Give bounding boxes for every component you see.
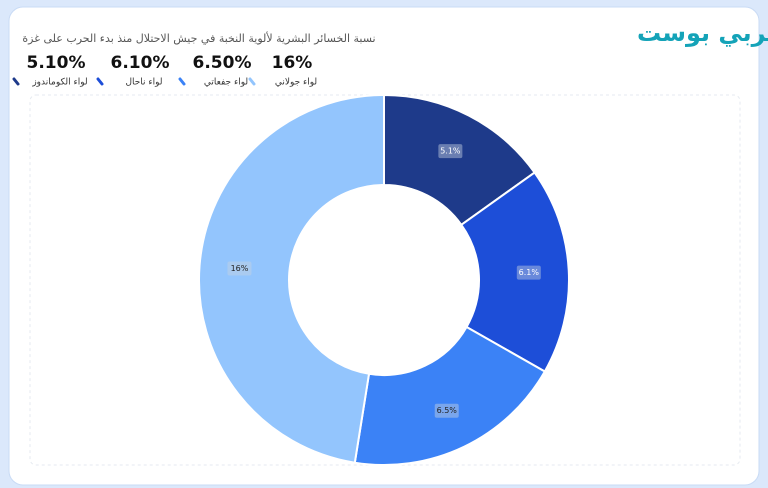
- legend-label: لواء جولاني: [275, 78, 317, 88]
- legend-label: لواء الكوماندوز: [31, 78, 87, 88]
- data-label: 6.5%: [437, 406, 458, 415]
- summary-value: 6.50%: [193, 53, 252, 73]
- data-label-bg: [438, 144, 463, 159]
- card: [8, 6, 760, 486]
- data-label: 16%: [231, 264, 249, 273]
- legend-label: لواء جفعاتي: [204, 78, 248, 88]
- data-label-bg: [227, 261, 252, 276]
- legend-swatch: [12, 77, 20, 86]
- summary-value: 5.10%: [27, 53, 86, 73]
- data-label-bg: [516, 265, 541, 280]
- legend-swatch: [96, 77, 104, 86]
- summary-value: 16%: [272, 53, 313, 73]
- slice: [459, 171, 570, 373]
- legend-swatch: [178, 77, 186, 86]
- legend-label: لواء ناحال: [125, 78, 162, 88]
- slice: [353, 325, 547, 466]
- slice: [198, 93, 385, 464]
- data-label-bg: [434, 403, 459, 418]
- data-label: 5.1%: [440, 147, 461, 156]
- summary-value: 6.10%: [111, 53, 170, 73]
- legend-swatch: [248, 77, 256, 86]
- logo: عربي بوست: [637, 19, 768, 47]
- chart-title: نسبة الخسائر البشرية لألوية النخبة في جي…: [22, 31, 375, 45]
- data-label: 6.1%: [519, 268, 540, 277]
